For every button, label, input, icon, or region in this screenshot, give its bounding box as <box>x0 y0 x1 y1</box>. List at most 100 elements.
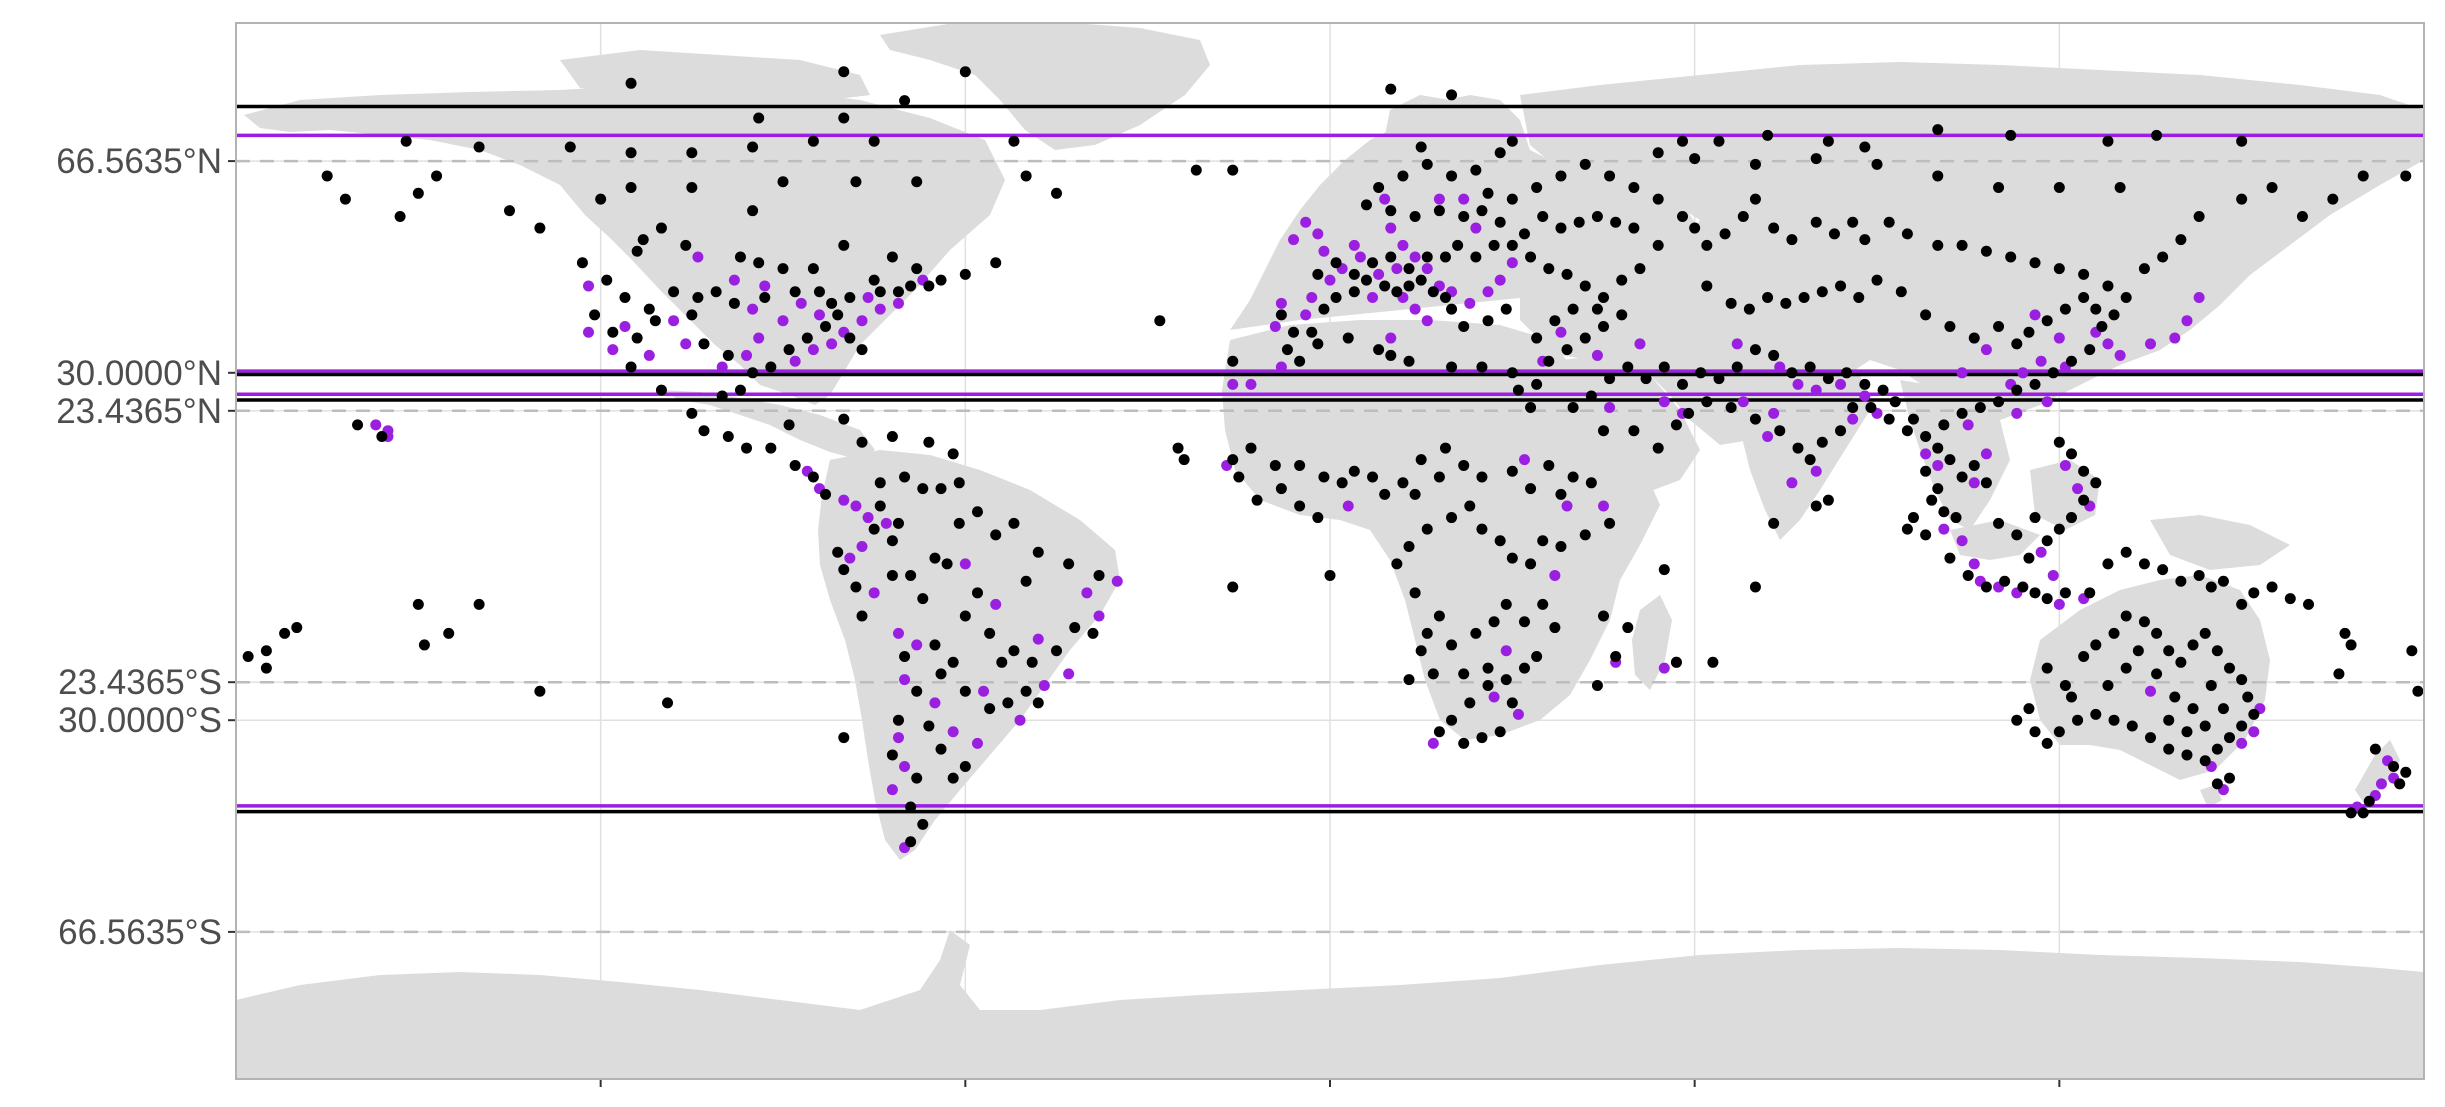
black-data-point <box>2369 743 2381 755</box>
purple-data-point <box>1063 668 1075 680</box>
black-data-point <box>892 286 904 298</box>
black-data-point <box>1835 280 1847 292</box>
black-data-point <box>655 384 667 396</box>
purple-data-point <box>668 315 680 327</box>
black-data-point <box>2157 564 2169 576</box>
black-data-point <box>2041 737 2053 749</box>
black-data-point <box>260 645 272 657</box>
black-data-point <box>1749 344 1761 356</box>
black-data-point <box>1713 373 1725 385</box>
black-data-point <box>929 639 941 651</box>
black-data-point <box>1555 541 1567 552</box>
black-data-point <box>1506 367 1518 379</box>
black-data-point <box>947 772 959 784</box>
black-data-point <box>959 761 971 773</box>
black-data-point <box>1853 292 1865 304</box>
black-data-point <box>905 801 917 813</box>
black-data-point <box>1598 320 1609 332</box>
black-data-point <box>1640 373 1652 385</box>
black-data-point <box>1032 546 1044 558</box>
black-data-point <box>783 344 795 356</box>
black-data-point <box>2284 593 2296 605</box>
black-data-point <box>2120 546 2132 558</box>
black-data-point <box>1008 135 1020 147</box>
black-data-point <box>1567 303 1579 315</box>
black-data-point <box>607 326 619 338</box>
black-data-point <box>1421 158 1433 170</box>
black-data-point <box>935 668 947 680</box>
purple-data-point <box>1385 222 1397 234</box>
black-data-point <box>1561 344 1573 356</box>
black-data-point <box>2017 581 2029 593</box>
black-data-point <box>2023 703 2035 715</box>
black-data-point <box>2138 616 2150 628</box>
black-data-point <box>1324 569 1336 581</box>
black-data-point <box>959 685 971 697</box>
black-data-point <box>996 656 1008 668</box>
latitude-label: 66.5635°S <box>58 913 222 952</box>
purple-data-point <box>1598 500 1609 512</box>
black-data-point <box>2400 170 2412 182</box>
black-data-point <box>2041 315 2053 327</box>
purple-data-point <box>1980 448 1992 460</box>
black-data-point <box>1275 309 1287 321</box>
purple-data-point <box>759 280 771 292</box>
black-data-point <box>1439 251 1451 263</box>
black-data-point <box>1537 535 1549 547</box>
black-data-point <box>1980 245 1992 257</box>
black-data-point <box>2163 714 2175 726</box>
black-data-point <box>1275 483 1287 495</box>
black-data-point <box>473 141 485 153</box>
black-data-point <box>2181 749 2193 761</box>
black-data-point <box>917 483 929 495</box>
black-data-point <box>1452 239 1464 251</box>
black-data-point <box>1227 454 1239 466</box>
black-data-point <box>1403 355 1415 367</box>
purple-data-point <box>1561 500 1573 512</box>
black-data-point <box>807 471 819 483</box>
black-data-point <box>1579 332 1591 344</box>
black-data-point <box>2363 795 2375 807</box>
black-data-point <box>2169 691 2181 703</box>
purple-data-point <box>1397 239 1409 251</box>
purple-data-point <box>1275 297 1287 309</box>
black-data-point <box>1835 425 1847 437</box>
black-data-point <box>1980 581 1992 593</box>
black-data-point <box>1525 251 1537 263</box>
purple-data-point <box>741 349 753 361</box>
black-data-point <box>892 714 904 726</box>
black-data-point <box>1525 558 1537 570</box>
black-data-point <box>716 390 728 402</box>
black-data-point <box>631 245 643 257</box>
purple-data-point <box>1373 268 1385 280</box>
black-data-point <box>1549 315 1561 327</box>
land-southeast-asia <box>1900 380 2010 530</box>
black-data-point <box>2345 639 2357 651</box>
black-data-point <box>1762 292 1774 304</box>
black-data-point <box>1804 361 1816 373</box>
black-data-point <box>2145 732 2156 744</box>
purple-data-point <box>2035 546 2047 558</box>
black-data-point <box>1306 326 1318 338</box>
purple-data-point <box>1494 274 1506 286</box>
black-data-point <box>625 77 637 89</box>
black-data-point <box>1628 425 1640 437</box>
black-data-point <box>1719 228 1731 240</box>
purple-data-point <box>1488 691 1500 703</box>
black-data-point <box>2138 558 2150 570</box>
black-data-point <box>838 66 850 78</box>
black-data-point <box>1506 465 1518 477</box>
black-data-point <box>1531 378 1543 390</box>
purple-data-point <box>2375 778 2387 790</box>
purple-data-point <box>753 332 765 344</box>
black-data-point <box>2065 448 2077 460</box>
land-tasmania <box>2200 785 2222 808</box>
black-data-point <box>1701 239 1713 251</box>
black-data-point <box>1446 512 1458 524</box>
black-data-point <box>1476 732 1488 744</box>
black-data-point <box>1670 656 1682 668</box>
purple-data-point <box>2029 309 2041 321</box>
black-data-point <box>2102 558 2114 570</box>
black-data-point <box>1999 575 2011 587</box>
